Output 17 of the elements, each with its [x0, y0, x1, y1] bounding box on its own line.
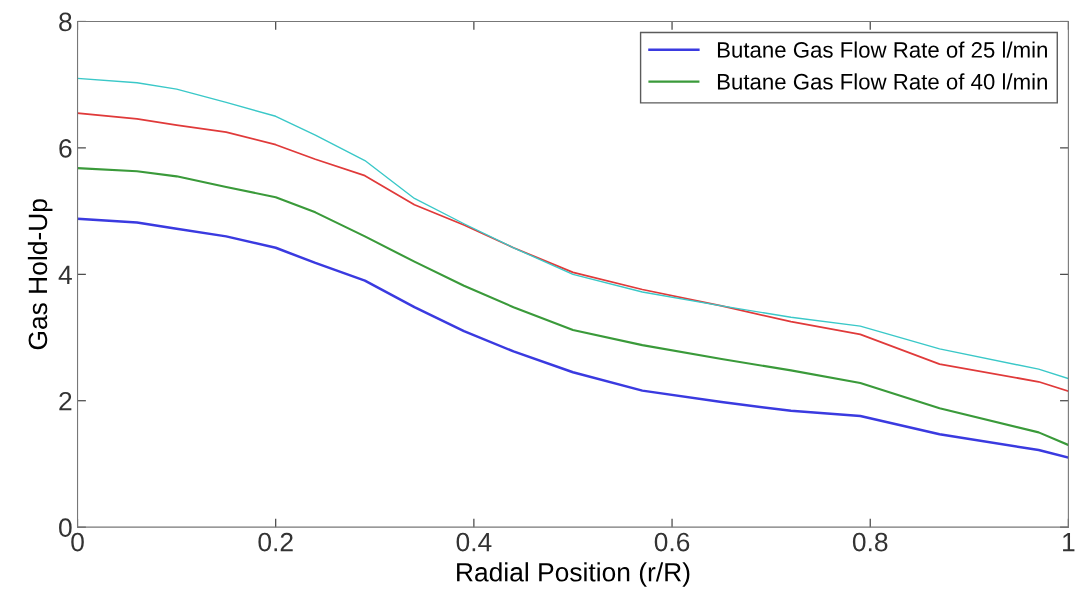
x-tick-label: 0.2	[258, 532, 293, 552]
y-axis-title: Gas Hold-Up	[27, 199, 53, 350]
legend-label: Butane Gas Flow Rate of 25 l/min	[717, 41, 1047, 58]
x-tick-label: 0.6	[654, 532, 690, 552]
line-series	[77, 167, 1069, 447]
x-axis-title: Radial Position (r/R)	[457, 562, 690, 587]
x-tick-label: 1	[1063, 533, 1075, 552]
y-tick-label: 0	[59, 518, 72, 537]
y-tick-label: 8	[59, 12, 72, 32]
y-tick-label: 4	[58, 265, 72, 284]
legend-label: Butane Gas Flow Rate of 40 l/min	[717, 73, 1047, 90]
y-tick-label: 2	[59, 391, 72, 411]
x-tick-label: 0.8	[852, 532, 888, 552]
y-tick-label: 6	[59, 139, 72, 158]
line-series	[77, 217, 1069, 459]
x-tick-label: 0.4	[456, 532, 492, 552]
line-series	[77, 112, 1069, 393]
